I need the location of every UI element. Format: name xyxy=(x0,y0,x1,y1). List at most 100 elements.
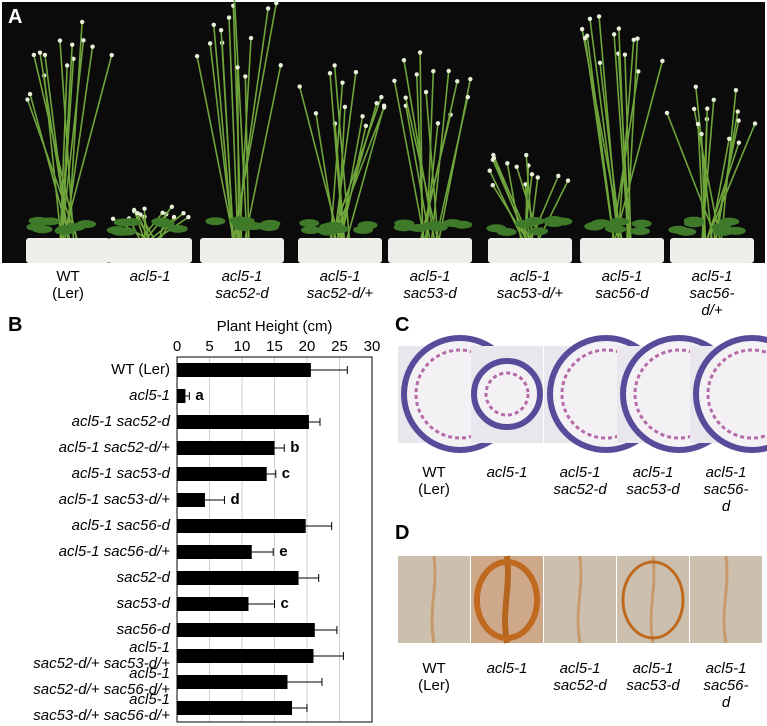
genotype-label: acl5-1 sac53-d xyxy=(403,268,457,302)
flower xyxy=(374,100,379,106)
flower xyxy=(110,216,116,222)
flower xyxy=(71,56,76,62)
genotype-label: acl5-1 xyxy=(486,660,528,677)
vein xyxy=(649,555,656,644)
flower xyxy=(505,161,510,166)
category-label: acl5-1 sac56-d/+ xyxy=(58,543,170,560)
stem xyxy=(614,60,664,241)
genotype-label: acl5-1 sac52-d/+ xyxy=(306,268,374,302)
stem xyxy=(212,24,234,241)
leaf xyxy=(719,217,740,226)
stem xyxy=(589,18,620,241)
stem xyxy=(705,142,740,241)
leaf xyxy=(205,217,226,226)
category-label: acl5-1 xyxy=(129,387,170,404)
vein-loop xyxy=(621,560,685,640)
leaf xyxy=(26,223,47,232)
significance-letter: c xyxy=(282,465,290,482)
genotype-label: WT (Ler) xyxy=(418,464,450,498)
genotype-label: acl5-1 sac56-d xyxy=(703,464,749,515)
stem xyxy=(424,123,439,241)
leaf xyxy=(544,218,565,227)
stem xyxy=(430,70,450,241)
bar xyxy=(177,597,249,611)
leaf xyxy=(584,222,605,231)
leaf xyxy=(609,217,630,226)
stem xyxy=(415,74,424,241)
stem xyxy=(233,0,248,241)
bar xyxy=(177,623,315,637)
flower xyxy=(248,35,254,41)
bar xyxy=(177,571,299,585)
flower xyxy=(81,38,86,43)
leaf xyxy=(167,224,188,233)
leaf xyxy=(668,225,689,234)
leaf xyxy=(629,227,650,236)
bar xyxy=(177,415,309,429)
stem xyxy=(489,170,524,241)
flower xyxy=(735,109,740,114)
flower xyxy=(631,37,636,43)
leaf xyxy=(300,226,321,235)
flower xyxy=(313,111,319,116)
category-label: acl5-1 sac52-d/+ xyxy=(58,439,170,456)
stem xyxy=(329,96,383,241)
stem xyxy=(329,73,344,241)
panel-label: C xyxy=(395,314,410,336)
flower xyxy=(565,178,571,183)
flower xyxy=(181,211,186,216)
stem xyxy=(425,91,439,241)
panel-label: B xyxy=(8,314,23,336)
x-tick-label: 0 xyxy=(173,338,181,355)
flower xyxy=(340,80,345,85)
vein xyxy=(502,555,511,644)
flower xyxy=(353,69,359,75)
panel-label: D xyxy=(395,522,410,544)
category-label: acl5-1 sac53-d xyxy=(71,465,170,482)
pot xyxy=(488,238,572,263)
x-tick-label: 15 xyxy=(266,338,283,355)
pot xyxy=(298,238,382,263)
category-label: sac56-d xyxy=(116,621,170,638)
section-inner xyxy=(484,371,530,417)
leaf xyxy=(486,224,507,233)
flower xyxy=(194,53,200,59)
bar xyxy=(177,493,205,507)
flower xyxy=(487,168,492,173)
leaf xyxy=(528,227,549,236)
category-label: acl5-1 sac52-d xyxy=(71,413,170,430)
leaf-images xyxy=(398,555,762,644)
flower xyxy=(733,87,739,93)
pot xyxy=(388,238,472,263)
flower xyxy=(693,84,698,89)
category-label: acl5-1 sac52-d/+ sac53-d/+ xyxy=(33,639,170,672)
flower xyxy=(468,76,473,82)
flower xyxy=(491,155,497,161)
leaf xyxy=(259,223,280,232)
plot-frame xyxy=(176,356,373,723)
x-tick-label: 10 xyxy=(234,338,251,355)
flower xyxy=(274,0,279,6)
flower xyxy=(584,33,590,39)
stem xyxy=(666,112,718,241)
leaf xyxy=(427,223,448,232)
stem xyxy=(64,46,94,241)
leaf xyxy=(712,227,733,236)
genotype-label: acl5-1 sac56-d xyxy=(703,660,749,711)
genotype-label: WT (Ler) xyxy=(52,268,84,302)
flower xyxy=(392,78,397,83)
flower xyxy=(37,50,43,55)
flower xyxy=(435,121,441,126)
flower xyxy=(265,6,271,11)
leaf xyxy=(121,218,142,227)
flower xyxy=(401,57,407,63)
flower xyxy=(579,26,585,32)
x-tick-label: 30 xyxy=(364,338,381,355)
flower xyxy=(57,38,63,43)
stem xyxy=(624,54,632,241)
stem xyxy=(599,62,622,241)
flower xyxy=(27,91,33,97)
leaf xyxy=(299,219,320,228)
category-label: acl5-1 sac56-d xyxy=(71,517,170,534)
